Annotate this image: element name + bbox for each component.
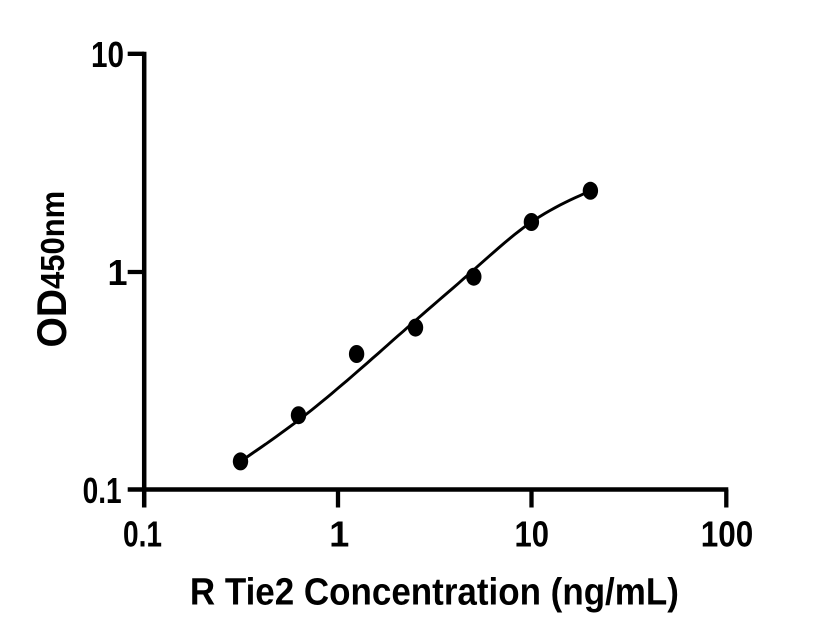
svg-text:10: 10 (514, 514, 549, 555)
svg-text:100: 100 (701, 514, 754, 555)
svg-text:10: 10 (91, 34, 124, 75)
svg-text:0.1: 0.1 (83, 470, 122, 511)
svg-text:R Tie2 Concentration (ng/mL): R Tie2 Concentration (ng/mL) (190, 572, 679, 614)
svg-text:1: 1 (329, 514, 349, 555)
svg-text:0.1: 0.1 (123, 514, 162, 555)
svg-text:1: 1 (107, 252, 127, 293)
svg-text:OD450nm: OD450nm (28, 191, 76, 348)
